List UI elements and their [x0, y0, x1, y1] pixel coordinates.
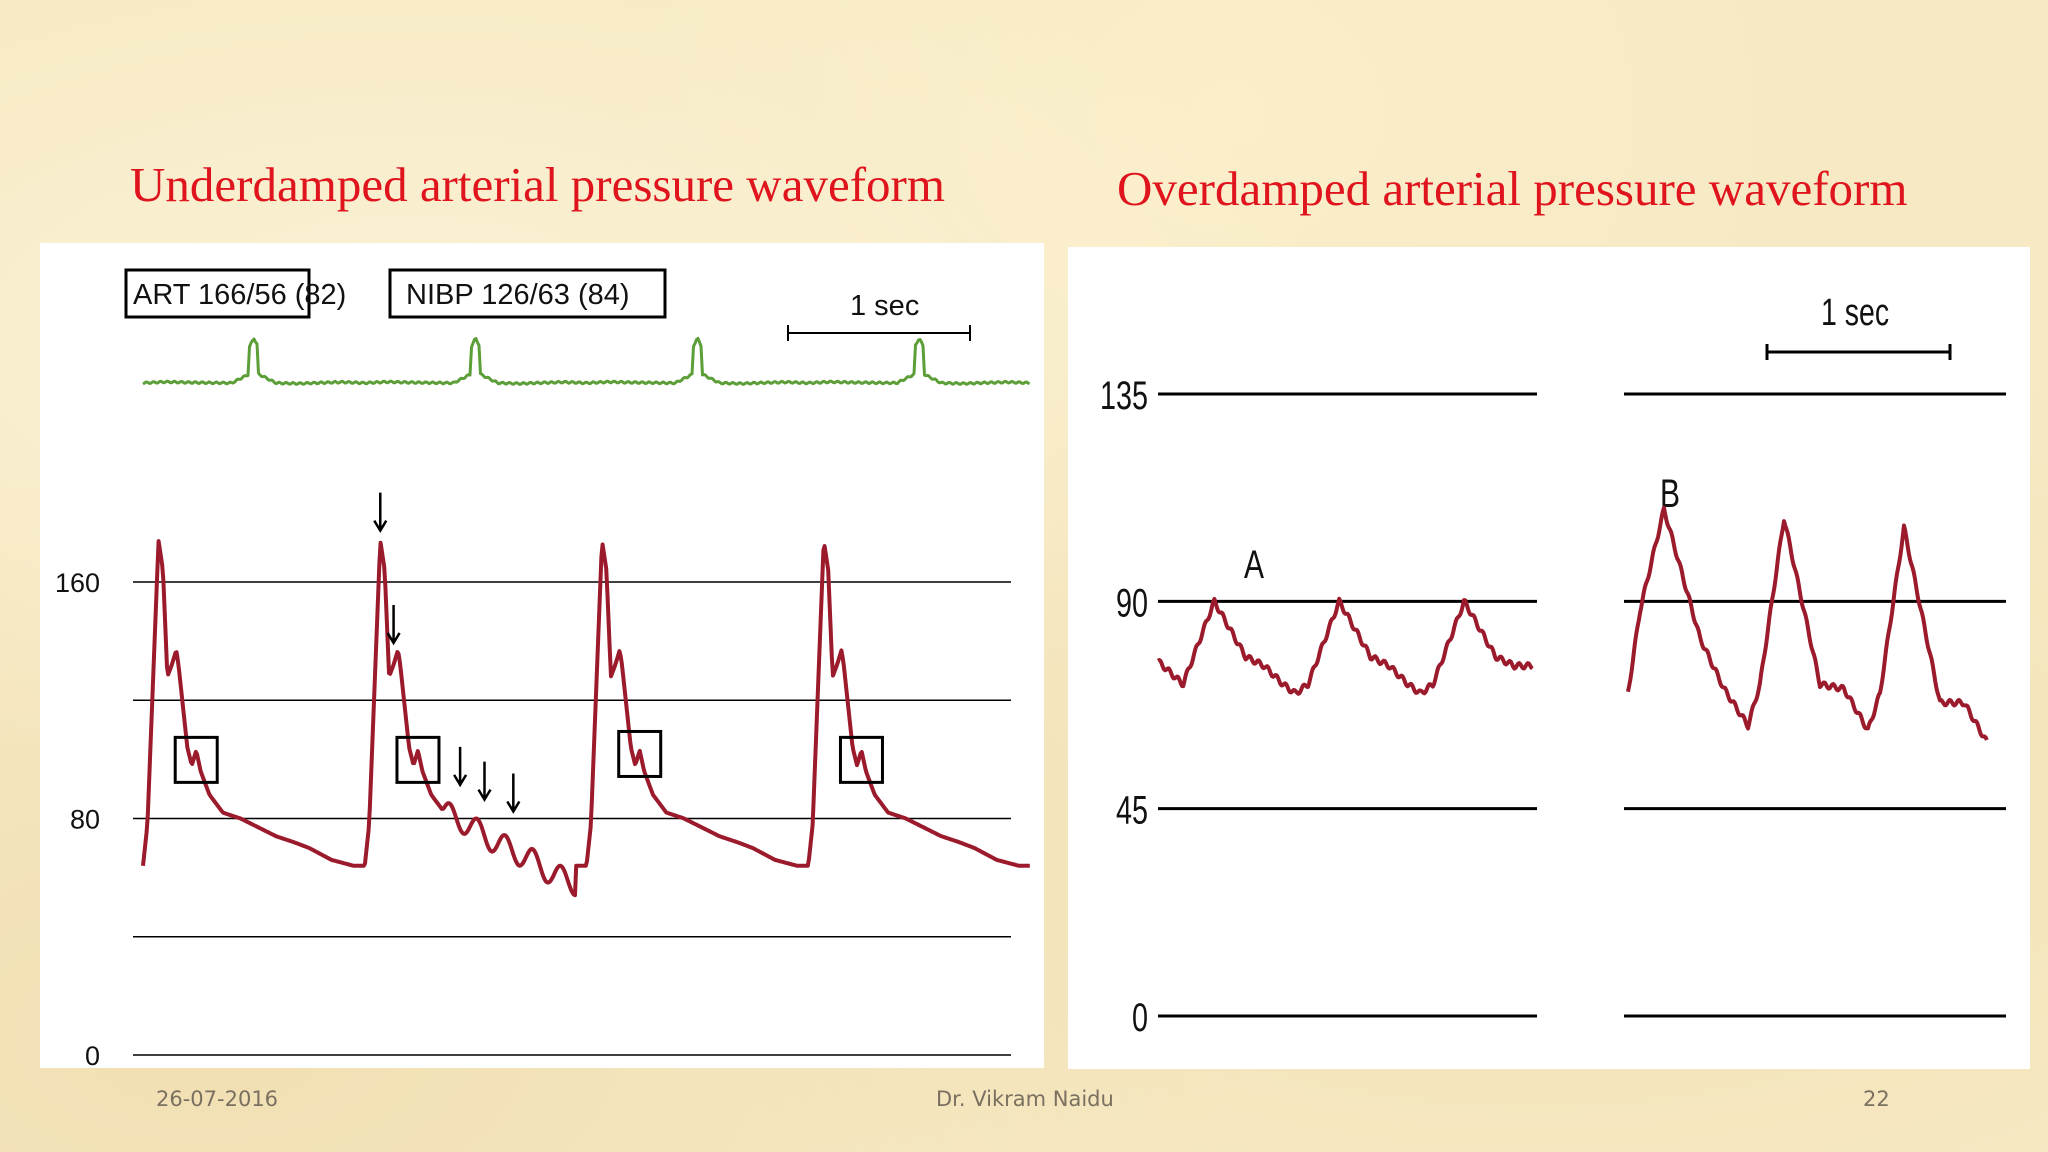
resonance-arrow: [453, 746, 468, 788]
underdamped-chart-panel: ART 166/56 (82) NIBP 126/63 (84) 1 sec 0…: [40, 243, 1044, 1068]
resonance-arrow: [373, 492, 388, 534]
panel-label-b: B: [1660, 472, 1680, 516]
notch-box: [173, 735, 219, 784]
y-tick-label: 90: [1116, 581, 1148, 626]
footer-author: Dr. Vikram Naidu: [936, 1087, 1114, 1111]
notch-boxes: [173, 729, 884, 784]
overdamped-trace-a: [1156, 596, 1534, 696]
overdamped-chart-panel: 1 sec 0 45 90 135 A B: [1068, 247, 2030, 1069]
notch-box: [838, 735, 884, 784]
slide-title-overdamped: Overdamped arterial pressure waveform: [1117, 161, 1908, 216]
footer-date: 26-07-2016: [156, 1087, 279, 1111]
notch-box: [395, 735, 441, 784]
notch-box: [617, 729, 663, 778]
y-tick-label: 135: [1100, 373, 1148, 418]
ecg-trace: [142, 336, 1031, 386]
time-scale-label: 1 sec: [1821, 292, 1889, 334]
resonance-arrow: [477, 761, 492, 803]
nibp-label: NIBP 126/63 (84): [406, 279, 630, 311]
time-scale-label: 1 sec: [850, 290, 919, 322]
arterial-pressure-trace: [141, 539, 1031, 898]
panel-label-a: A: [1244, 543, 1264, 587]
slide-title-underdamped: Underdamped arterial pressure waveform: [130, 157, 945, 212]
underdamped-waveform-chart: ART 166/56 (82) NIBP 126/63 (84) 1 sec 0…: [55, 268, 1031, 1068]
art-label-box: [124, 268, 311, 319]
gridlines: [1158, 392, 2006, 1018]
nibp-label-box: [388, 268, 667, 319]
y-tick-labels: 0 80 160: [55, 568, 100, 1068]
gridlines: [133, 581, 1011, 1056]
time-scale-bar: [1765, 344, 1952, 360]
resonance-arrow: [386, 604, 401, 646]
y-tick-label: 80: [70, 805, 100, 835]
time-scale-bar: [787, 325, 971, 341]
resonance-arrow: [506, 773, 521, 814]
y-tick-label: 45: [1116, 788, 1148, 833]
y-tick-label: 0: [85, 1041, 100, 1068]
overdamped-waveform-chart: 1 sec 0 45 90 135 A B: [1100, 292, 2006, 1040]
y-tick-label: 0: [1132, 995, 1148, 1040]
resonance-arrows: [373, 492, 521, 814]
footer-page-number: 22: [1863, 1087, 1890, 1111]
y-tick-label: 160: [55, 568, 100, 598]
y-tick-labels: 0 45 90 135: [1100, 373, 1148, 1040]
art-label: ART 166/56 (82): [133, 279, 346, 311]
overdamped-trace-b: [1626, 505, 1989, 741]
